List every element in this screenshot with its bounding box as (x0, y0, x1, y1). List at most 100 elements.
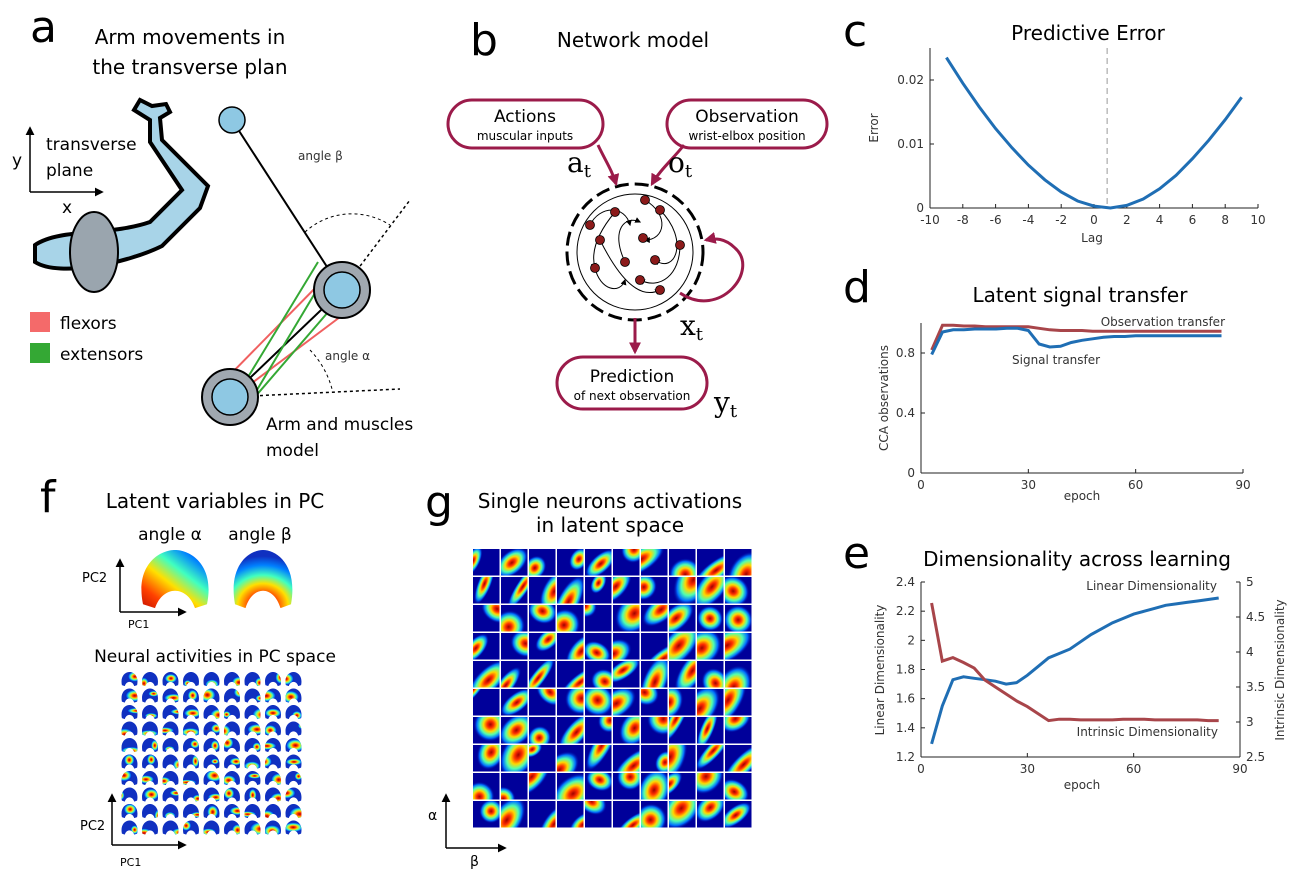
symbol: yt (713, 386, 738, 422)
beta-map (233, 550, 293, 609)
pc-map-fill (285, 771, 302, 786)
neuron-map (725, 549, 752, 576)
map-blob (674, 661, 696, 688)
axis-label: PC2 (82, 571, 107, 586)
chart-title: Latent signal transfer (973, 283, 1189, 307)
axis-label: x (62, 198, 72, 218)
y-axis-label: CCA observations (877, 345, 891, 451)
panel-title: the transverse plan (92, 55, 287, 79)
map-blob (481, 605, 500, 624)
map-blob (697, 551, 724, 576)
map-blob (162, 726, 175, 735)
pc-map-fill (203, 771, 220, 786)
pc-map (224, 688, 240, 703)
pc-map (183, 705, 199, 720)
map-blob (124, 689, 138, 703)
neuron-map (585, 801, 612, 828)
neuron-map (501, 745, 528, 772)
label: Arm and muscles (266, 415, 413, 435)
map-blob (585, 689, 612, 716)
pc-map (265, 804, 281, 819)
pc-map (285, 672, 302, 687)
axis-label: y (12, 151, 22, 171)
neuron-map (641, 689, 668, 716)
map-blob (725, 665, 752, 688)
neuron-map (501, 717, 528, 744)
map-blob (254, 677, 261, 687)
map-blob (246, 723, 261, 736)
map-blob (224, 738, 234, 750)
neuron-map (697, 717, 724, 744)
panel-letter: e (843, 528, 870, 579)
pc-map-fill (244, 804, 261, 819)
map-blob (183, 679, 192, 687)
network-inner (576, 193, 694, 311)
symbol-sub: t (584, 161, 592, 182)
pc-map (203, 804, 220, 819)
neuron-map (641, 773, 668, 800)
map-blob (169, 789, 179, 797)
y-tick-label: 1.6 (896, 692, 915, 706)
neuron-map (725, 717, 752, 744)
box-subtitle: of next observation (574, 389, 691, 403)
pc-map (244, 771, 261, 786)
neuron-map (473, 745, 500, 772)
map-blob (183, 820, 192, 832)
pc-map-fill (121, 804, 138, 819)
map-blob (614, 605, 640, 632)
chart: c Predictive Error -10 -8 -6 -4 -2 0 2 4 6 8 10 0 0.01… (843, 6, 1266, 245)
symbol: ot (668, 146, 693, 182)
map-blob (557, 773, 584, 800)
pc-map-fill (162, 738, 179, 753)
map-blob (247, 772, 261, 779)
pc-map (203, 771, 220, 786)
map-blob (265, 809, 276, 819)
pc-map-fill (265, 705, 281, 720)
map-blob (150, 739, 158, 752)
map-blob (189, 739, 199, 749)
angle-label: angle α (325, 349, 370, 363)
symbol-sub: t (730, 401, 738, 422)
map-blob (641, 661, 668, 688)
neuron-map (585, 661, 612, 688)
map-blob (697, 745, 724, 771)
neuron-map (557, 577, 584, 604)
neuron-map (725, 801, 752, 828)
neuron-map (641, 801, 668, 828)
x-tick-label: 60 (1126, 762, 1141, 776)
pc-map (285, 754, 302, 769)
y-tick-label: 2.2 (896, 604, 915, 618)
map-blob (501, 689, 528, 716)
map-blob (224, 710, 232, 719)
neuron-map (669, 549, 696, 576)
neuron-map (697, 745, 724, 772)
map-blob (210, 723, 220, 734)
pc-map (183, 787, 199, 802)
pc-map (121, 820, 138, 835)
map-bg (162, 804, 179, 819)
symbol-base: x (680, 309, 696, 342)
ref-line (229, 388, 401, 398)
map-blob (568, 811, 584, 828)
pc-map (142, 705, 158, 720)
map-blob (654, 750, 668, 772)
x-tick-label: -8 (957, 213, 969, 227)
panel-letter: a (30, 2, 57, 53)
y2-tick-label: 2.5 (1246, 750, 1265, 764)
map-blob (231, 676, 240, 687)
neuron-map (697, 689, 724, 716)
x-tick-label: -2 (1055, 213, 1067, 227)
legend-label: extensors (60, 345, 143, 365)
map-blob (224, 774, 237, 786)
map-blob (248, 788, 257, 802)
map-blob (285, 672, 295, 686)
pc-map-fill (183, 705, 199, 720)
map-blob (228, 806, 240, 816)
map-blob (590, 668, 612, 688)
x-tick-label: 90 (1235, 478, 1250, 492)
map-blob (727, 551, 752, 576)
map-blob (697, 577, 724, 604)
map-blob (641, 549, 665, 576)
pc-map-fill (142, 721, 158, 736)
pc-map (183, 721, 199, 736)
